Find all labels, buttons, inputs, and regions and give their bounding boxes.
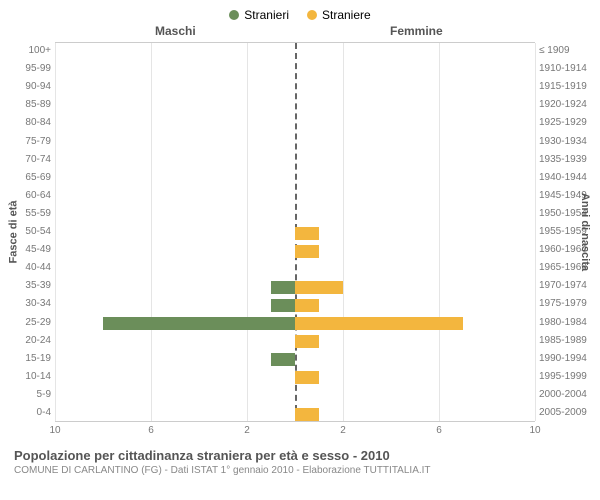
y-tick-year: 2000-2004 [539,390,587,400]
y-tick-age: 35-39 [25,281,51,291]
chart-footer: Popolazione per cittadinanza straniera p… [0,442,600,476]
gridline [55,43,56,421]
y-tick-year: ≤ 1909 [539,46,570,56]
legend-item-female: Straniere [307,6,371,24]
bar-female [295,317,463,330]
y-tick-year: 1910-1914 [539,64,587,74]
bar-male [271,281,295,294]
y-tick-age: 65-69 [25,173,51,183]
bar-female [295,299,319,312]
bar-female [295,245,319,258]
y-tick-age: 5-9 [37,390,51,400]
bar-female [295,408,319,421]
y-tick-year: 1925-1929 [539,118,587,128]
y-axis-left: 100+ 95-99 90-94 85-89 80-84 75-79 70-74 65-69 6… [0,42,55,422]
legend: Stranieri Straniere [0,0,600,24]
y-tick-age: 75-79 [25,137,51,147]
y-tick-year: 1975-1979 [539,299,587,309]
plot-area [55,42,535,422]
legend-item-male: Stranieri [229,6,289,24]
y-tick-age: 95-99 [25,64,51,74]
y-tick-age: 55-59 [25,209,51,219]
x-tick: 10 [529,425,540,436]
y-tick-age: 10-14 [25,372,51,382]
y-tick-age: 85-89 [25,100,51,110]
y-tick-age: 50-54 [25,227,51,237]
gridline [247,43,248,421]
y-tick-year: 1990-1994 [539,354,587,364]
bar-female [295,227,319,240]
chart-subtitle: COMUNE DI CARLANTINO (FG) - Dati ISTAT 1… [14,465,586,476]
y-tick-year: 1930-1934 [539,137,587,147]
bar-male [271,353,295,366]
y-tick-age: 70-74 [25,155,51,165]
legend-label-male: Stranieri [244,8,289,22]
y-tick-year: 1935-1939 [539,155,587,165]
y-tick-age: 45-49 [25,245,51,255]
gridline [439,43,440,421]
y-tick-age: 30-34 [25,299,51,309]
y-tick-year: 1915-1919 [539,82,587,92]
legend-swatch-female [307,10,317,20]
x-tick: 2 [340,425,346,436]
legend-swatch-male [229,10,239,20]
legend-label-female: Straniere [322,8,371,22]
y-tick-age: 40-44 [25,263,51,273]
y-tick-year: 1995-1999 [539,372,587,382]
bar-male [103,317,295,330]
bar-female [295,335,319,348]
y-tick-age: 60-64 [25,191,51,201]
chart-title: Popolazione per cittadinanza straniera p… [14,448,586,463]
column-title-female: Femmine [390,24,443,38]
y-tick-age: 20-24 [25,336,51,346]
y-tick-age: 100+ [28,46,51,56]
y-tick-year: 1920-1924 [539,100,587,110]
x-tick: 2 [244,425,250,436]
gridline [343,43,344,421]
y-tick-year: 1970-1974 [539,281,587,291]
bar-male [271,299,295,312]
x-tick: 6 [436,425,442,436]
y-tick-year: 1940-1944 [539,173,587,183]
bar-female [295,371,319,384]
chart-area: Fasce di età 100+95-9990-9485-8980-8475-… [0,42,600,442]
column-title-male: Maschi [155,24,196,38]
y-tick-age: 80-84 [25,118,51,128]
y-tick-age: 90-94 [25,82,51,92]
y-tick-year: 1985-1989 [539,336,587,346]
y-tick-age: 25-29 [25,318,51,328]
y-axis-title-right: Anni di nascita [579,193,591,271]
bar-female [295,281,343,294]
y-tick-year: 2005-2009 [539,408,587,418]
x-tick: 10 [49,425,60,436]
x-tick: 6 [148,425,154,436]
y-tick-age: 0-4 [37,408,51,418]
column-titles: Maschi Femmine [0,24,600,42]
y-tick-age: 15-19 [25,354,51,364]
gridline [151,43,152,421]
y-tick-year: 1980-1984 [539,318,587,328]
